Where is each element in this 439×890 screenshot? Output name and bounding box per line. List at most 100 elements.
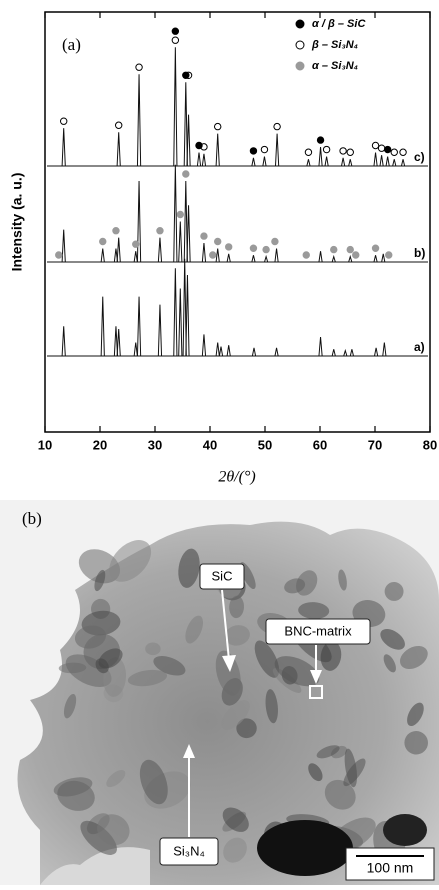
phase-marker [183,171,189,177]
phase-marker [263,246,269,252]
peak [263,157,266,166]
label: Si₃N₄ [173,843,205,858]
peak [62,326,65,356]
peak [197,153,200,167]
phase-marker [215,238,221,244]
phase-marker [226,244,232,250]
phase-marker [133,241,139,247]
phase-marker [272,238,278,244]
peak [275,249,278,263]
peak [380,155,383,166]
peak [319,251,322,262]
phase-marker [56,252,62,258]
phase-marker [261,146,267,152]
peak [101,297,104,356]
label: SiC [212,568,233,583]
x-tick-label: 30 [148,437,162,452]
peak [101,249,104,263]
phase-marker [183,72,189,78]
peak [325,157,328,166]
dark-grain [257,820,353,876]
x-tick-label: 70 [368,437,382,452]
peak [202,243,205,262]
peak [202,334,205,356]
peak [344,351,347,356]
peak [332,349,335,356]
legend-marker [296,62,304,70]
phase-marker [250,148,256,154]
peak [158,238,161,262]
peak [386,157,389,166]
phase-marker [116,122,122,128]
peak [179,222,182,263]
peak [216,343,219,357]
scale-label: 100 nm [367,860,414,876]
peak [202,154,205,166]
peak [375,348,378,356]
phase-marker [378,145,384,151]
peak [275,348,278,356]
x-tick-label: 60 [313,437,327,452]
peak [332,257,335,262]
peak [137,181,140,262]
legend-marker [296,20,304,28]
peak [276,134,279,166]
phase-marker [372,142,378,148]
phase-marker [303,252,309,258]
peak [174,268,177,356]
phase-marker [201,233,207,239]
phase-marker [340,148,346,154]
phase-marker [317,137,323,143]
peak [349,159,352,166]
phase-marker [136,64,142,70]
x-axis-label: 2θ/(°) [218,469,255,486]
peak [186,275,189,356]
phase-marker [172,28,178,34]
peak [187,205,190,262]
peak [252,158,255,166]
peak [158,305,161,356]
phase-marker [215,123,221,129]
peak [382,254,385,262]
series-label: a) [414,340,425,354]
phase-marker [323,146,329,152]
tem-image: (b) SiC BNC-matrix Si₃N₄ 100 nm [0,500,439,885]
series-label: b) [414,246,425,260]
x-tick-label: 40 [203,437,217,452]
peak [134,251,137,262]
phase-marker [331,246,337,252]
peak [174,165,177,262]
peak [393,159,396,166]
peak [252,255,255,262]
peak [174,47,177,166]
x-tick-label: 10 [38,437,52,452]
phase-marker [372,245,378,251]
particle [145,643,160,656]
peak [179,289,182,357]
phase-marker [61,118,67,124]
legend-label: α – Si₃N₄ [312,60,358,72]
legend-marker [296,41,304,49]
peak [137,74,140,166]
label: BNC-matrix [284,623,352,638]
phase-marker [157,228,163,234]
x-tick-label: 50 [258,437,272,452]
panel-label: (a) [62,35,81,54]
peak [252,348,255,356]
peak [350,349,353,356]
peak [319,337,322,356]
legend-label: α / β – SiC [312,18,366,30]
peak [383,343,386,357]
y-axis-label: Intensity (a. u.) [9,173,25,272]
panel-label: (b) [22,509,42,528]
peak [227,345,230,356]
peak [219,347,222,356]
phase-marker [274,123,280,129]
peak [117,238,120,262]
peak [187,115,190,166]
peak [134,343,137,357]
plot-frame [45,12,430,432]
x-tick-label: 80 [423,437,437,452]
